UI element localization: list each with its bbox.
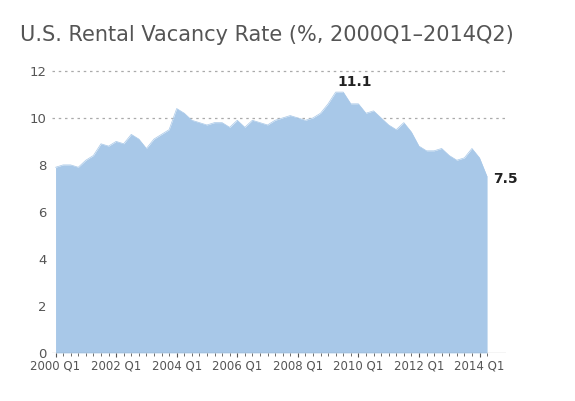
- Text: 7.5: 7.5: [493, 172, 518, 186]
- Text: 11.1: 11.1: [338, 75, 373, 89]
- Text: U.S. Rental Vacancy Rate (%, 2000Q1–2014Q2): U.S. Rental Vacancy Rate (%, 2000Q1–2014…: [20, 25, 513, 45]
